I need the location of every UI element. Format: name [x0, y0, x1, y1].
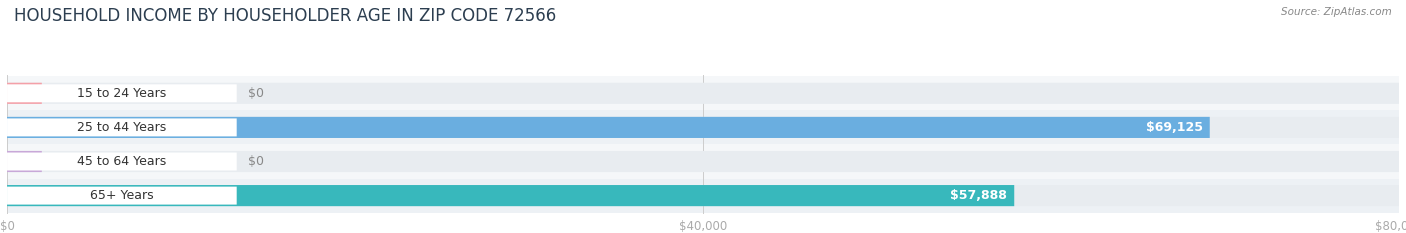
Text: $69,125: $69,125	[1146, 121, 1202, 134]
Text: $0: $0	[247, 87, 264, 100]
FancyBboxPatch shape	[7, 83, 1399, 104]
Text: 15 to 24 Years: 15 to 24 Years	[77, 87, 166, 100]
Bar	[7, 110, 1399, 144]
FancyBboxPatch shape	[7, 151, 42, 172]
Bar	[7, 76, 1399, 110]
FancyBboxPatch shape	[7, 151, 1399, 172]
FancyBboxPatch shape	[7, 185, 1014, 206]
FancyBboxPatch shape	[7, 84, 236, 102]
FancyBboxPatch shape	[7, 117, 1209, 138]
Text: $57,888: $57,888	[950, 189, 1007, 202]
FancyBboxPatch shape	[7, 187, 236, 205]
Text: $0: $0	[247, 155, 264, 168]
FancyBboxPatch shape	[7, 185, 1399, 206]
FancyBboxPatch shape	[7, 117, 1399, 138]
Text: 65+ Years: 65+ Years	[90, 189, 153, 202]
FancyBboxPatch shape	[7, 153, 236, 171]
Bar	[7, 178, 1399, 213]
FancyBboxPatch shape	[7, 118, 236, 136]
Text: 45 to 64 Years: 45 to 64 Years	[77, 155, 166, 168]
Text: 25 to 44 Years: 25 to 44 Years	[77, 121, 166, 134]
Text: Source: ZipAtlas.com: Source: ZipAtlas.com	[1281, 7, 1392, 17]
Text: HOUSEHOLD INCOME BY HOUSEHOLDER AGE IN ZIP CODE 72566: HOUSEHOLD INCOME BY HOUSEHOLDER AGE IN Z…	[14, 7, 557, 25]
FancyBboxPatch shape	[7, 83, 42, 104]
Bar	[7, 144, 1399, 178]
